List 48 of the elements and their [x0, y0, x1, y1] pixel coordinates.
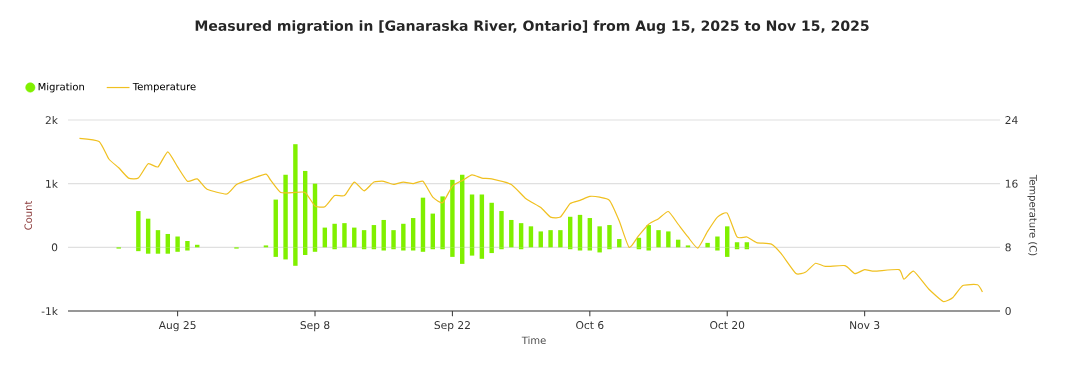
- bar: [607, 225, 612, 248]
- y2-tick-label: 0: [1005, 306, 1011, 316]
- x-axis-title: Time: [521, 336, 546, 345]
- bar: [734, 242, 740, 248]
- y-tick-label: 0: [51, 243, 58, 252]
- bar: [705, 242, 710, 248]
- y-tick-label: -1k: [41, 306, 58, 316]
- bar: [597, 226, 602, 248]
- bar: [332, 223, 337, 248]
- bar: [401, 223, 406, 248]
- chart-title: Measured migration in [Ganaraska River, Ontario] from Aug 15, 2025 to Nov 15, 2025: [195, 20, 869, 34]
- legend-label: Temperature: [132, 82, 196, 93]
- bar: [528, 226, 534, 248]
- bar: [518, 223, 524, 248]
- bar: [577, 214, 583, 248]
- bar: [136, 211, 141, 248]
- bar: [410, 218, 416, 248]
- y2-axis-title: Temperature (C): [1027, 174, 1038, 256]
- bar: [440, 196, 445, 248]
- bar: [371, 225, 377, 248]
- y-axis-title: Count: [24, 200, 32, 230]
- bar: [391, 230, 396, 248]
- x-tick-label: Oct 6: [576, 321, 604, 330]
- y2-tick-label: 16: [1005, 179, 1018, 188]
- x-tick-label: Sep 8: [300, 321, 330, 332]
- bar: [666, 231, 671, 248]
- x-tick-label: Nov 3: [850, 321, 880, 330]
- legend-label: Migration: [38, 82, 84, 93]
- bar: [715, 236, 720, 248]
- bar: [587, 218, 593, 248]
- bar: [744, 242, 750, 248]
- x-tick-label: Aug 25: [158, 321, 196, 332]
- y-tick-label: 2k: [45, 115, 58, 125]
- bar: [185, 240, 190, 248]
- line-series: [78, 137, 984, 303]
- x-tick-label: Oct 20: [710, 321, 745, 330]
- bar: [656, 230, 661, 248]
- y2-tick-label: 24: [1005, 116, 1018, 124]
- bar: [538, 231, 543, 248]
- bar: [548, 230, 553, 248]
- bar: [558, 230, 563, 248]
- bar: [509, 219, 514, 248]
- x-tick-label: Sep 22: [434, 321, 470, 332]
- bar: [499, 211, 504, 248]
- y-tick-label: 1k: [46, 179, 58, 188]
- bar: [342, 223, 347, 248]
- y2-tick-label: 8: [1005, 243, 1011, 252]
- bar: [175, 236, 180, 248]
